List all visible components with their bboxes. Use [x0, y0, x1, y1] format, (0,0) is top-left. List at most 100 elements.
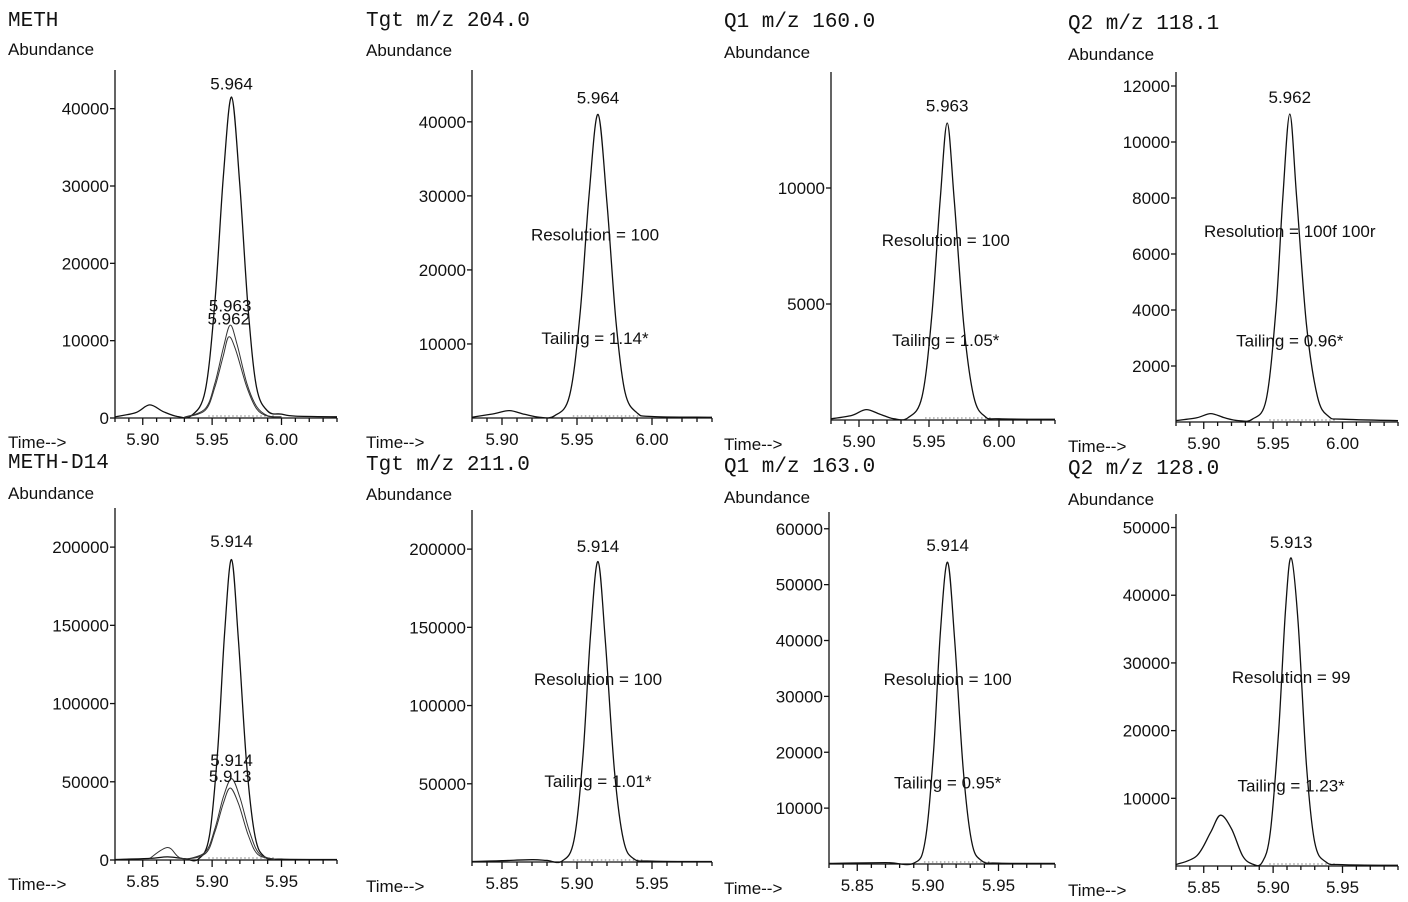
ion-trace-1: [471, 560, 713, 864]
y-tick-label: 12000: [1123, 77, 1170, 96]
chromatogram-panel-8: Q2 m/z 128.0 Abundance 5.85 5.90 5.95 Time-->…: [1068, 458, 1399, 900]
panel-title: Q1 m/z 160.0: [724, 11, 875, 34]
x-tick-label: 6.00: [1326, 434, 1359, 453]
y-tick-label: 10000: [1123, 789, 1170, 808]
y-tick-label: 8000: [1132, 189, 1170, 208]
y-tick-label: 30000: [419, 187, 466, 206]
y-axis-label: Abundance: [724, 43, 810, 62]
peak-annotation: Tailing = 0.95*: [894, 774, 1002, 793]
ion-trace-3: [149, 787, 275, 860]
peak-annotation: Tailing = 1.05*: [892, 331, 1000, 350]
chromatogram-panel-2: Tgt m/z 204.0 Abundance 5.90 5.95 6.00 Time--…: [366, 10, 713, 452]
x-tick-label: 5.95: [912, 432, 945, 451]
peak-annotation: Tailing = 1.23*: [1238, 777, 1346, 796]
ion-trace-1: [1175, 113, 1399, 422]
x-tick-label: 5.95: [982, 876, 1015, 895]
x-axis-label: Time-->: [8, 433, 66, 452]
chromatogram-panel-4: Q2 m/z 118.1 Abundance 5.90 5.95 6.00 Time-->…: [1068, 13, 1399, 456]
y-tick-label: 40000: [62, 100, 109, 119]
peak-annotation: 5.914: [210, 532, 253, 551]
peak-annotation: Tailing = 1.14*: [541, 329, 649, 348]
ion-trace-2: [184, 324, 282, 418]
peak-annotation: Resolution = 100f 100r: [1204, 222, 1376, 241]
y-tick-label: 20000: [1123, 722, 1170, 741]
y-tick-label: 6000: [1132, 245, 1170, 264]
y-tick-label: 20000: [62, 254, 109, 273]
y-tick-label: 100000: [52, 695, 109, 714]
x-tick-label: 5.85: [485, 874, 518, 893]
x-axis-label: Time-->: [366, 433, 424, 452]
y-tick-label: 50000: [776, 576, 823, 595]
x-tick-label: 5.95: [265, 872, 298, 891]
y-tick-label: 4000: [1132, 301, 1170, 320]
peak-annotation: Resolution = 100: [531, 225, 659, 244]
y-tick-label: 50000: [419, 775, 466, 794]
ion-trace-3: [184, 336, 282, 418]
x-tick-label: 6.00: [635, 430, 668, 449]
peak-annotation: Resolution = 100: [882, 231, 1010, 250]
y-axis-label: Abundance: [1068, 490, 1154, 509]
panel-title: Q2 m/z 118.1: [1068, 13, 1219, 36]
x-tick-label: 5.85: [126, 872, 159, 891]
y-axis-label: Abundance: [724, 488, 810, 507]
x-tick-label: 5.90: [560, 874, 593, 893]
y-axis-label: Abundance: [8, 484, 94, 503]
y-tick-label: 30000: [1123, 654, 1170, 673]
y-tick-label: 50000: [62, 773, 109, 792]
x-tick-label: 5.90: [911, 876, 944, 895]
y-tick-label: 100000: [409, 697, 466, 716]
ion-trace-1: [1175, 557, 1399, 867]
chromatogram-panel-1: METH Abundance 5.90 5.95 6.00 Time--> 0 10000 20…: [8, 10, 338, 452]
y-tick-label: 0: [100, 851, 109, 870]
y-axis-label: Abundance: [366, 41, 452, 60]
x-tick-label: 6.00: [265, 430, 298, 449]
ion-trace-1: [830, 122, 1056, 421]
panel-title: Tgt m/z 204.0: [366, 10, 530, 33]
peak-annotation: 5.914: [926, 536, 969, 555]
panel-title: Q2 m/z 128.0: [1068, 458, 1219, 481]
chromatogram-panel-7: Q1 m/z 163.0 Abundance 5.85 5.90 5.95 Time-->…: [724, 456, 1056, 898]
peak-annotation: 5.913: [209, 767, 252, 786]
y-axis-label: Abundance: [8, 40, 94, 59]
y-tick-label: 10000: [776, 799, 823, 818]
y-tick-label: 40000: [1123, 586, 1170, 605]
x-axis-label: Time-->: [366, 877, 424, 896]
x-tick-label: 6.00: [982, 432, 1015, 451]
peak-annotation: 5.963: [926, 96, 969, 115]
panel-title: Tgt m/z 211.0: [366, 454, 530, 477]
peak-annotation: 5.914: [577, 537, 620, 556]
chromatogram-panel-6: Tgt m/z 211.0 Abundance 5.85 5.90 5.95 Time--…: [366, 454, 713, 896]
x-tick-label: 5.95: [560, 430, 593, 449]
x-axis-label: Time-->: [8, 875, 66, 894]
panel-title: METH: [8, 10, 58, 33]
peak-annotation: 5.963: [209, 296, 252, 315]
x-tick-label: 5.95: [635, 874, 668, 893]
y-tick-label: 40000: [776, 632, 823, 651]
x-tick-label: 5.95: [1257, 434, 1290, 453]
y-tick-label: 200000: [409, 540, 466, 559]
peak-annotation: 5.964: [577, 88, 620, 107]
x-axis-label: Time-->: [724, 435, 782, 454]
peak-annotation: 5.962: [208, 309, 251, 328]
x-tick-label: 5.95: [196, 430, 229, 449]
y-tick-label: 150000: [52, 616, 109, 635]
y-tick-label: 5000: [787, 295, 825, 314]
ion-trace-1: [114, 96, 338, 419]
y-tick-label: 40000: [419, 113, 466, 132]
x-tick-label: 5.90: [485, 430, 518, 449]
y-tick-label: 20000: [419, 261, 466, 280]
y-axis-label: Abundance: [1068, 45, 1154, 64]
ion-trace-1: [114, 558, 338, 862]
panel-title: METH-D14: [8, 452, 109, 475]
peak-annotation: Resolution = 100: [534, 670, 662, 689]
peak-annotation: Resolution = 99: [1232, 668, 1351, 687]
x-tick-label: 5.85: [841, 876, 874, 895]
y-tick-label: 60000: [776, 520, 823, 539]
y-tick-label: 200000: [52, 538, 109, 557]
peak-annotation: Tailing = 1.01*: [544, 772, 652, 791]
x-axis-label: Time-->: [724, 879, 782, 898]
y-tick-label: 10000: [62, 332, 109, 351]
x-tick-label: 5.95: [1326, 878, 1359, 897]
y-tick-label: 150000: [409, 618, 466, 637]
